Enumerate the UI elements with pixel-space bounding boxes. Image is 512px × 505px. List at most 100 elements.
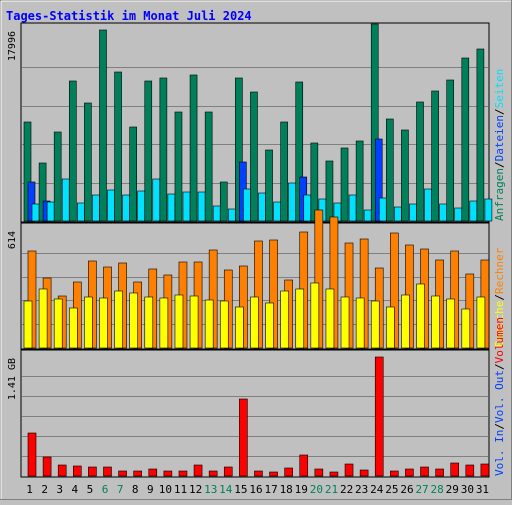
bar-seiten-day-18 xyxy=(288,182,296,222)
bar-volumen-day-28 xyxy=(435,468,444,477)
bar-volumen-day-7 xyxy=(118,470,127,477)
bar-anfragen-day-3 xyxy=(53,131,62,222)
bar-besuche-day-29 xyxy=(446,298,456,349)
bar-besuche-day-16 xyxy=(250,296,259,349)
day-label-13: 13 xyxy=(204,483,217,496)
bar-seiten-day-24 xyxy=(378,197,387,222)
bar-volumen-day-5 xyxy=(88,466,97,477)
bar-anfragen-day-4 xyxy=(68,80,77,222)
day-label-23: 23 xyxy=(355,483,368,496)
day-label-18: 18 xyxy=(280,483,293,496)
bar-seiten-day-12 xyxy=(197,191,206,222)
chart-title: Tages-Statistik im Monat Juli 2024 xyxy=(6,9,252,23)
day-label-19: 19 xyxy=(295,483,308,496)
bar-dateien-day-24 xyxy=(374,138,383,222)
legend-volumen: Volumen xyxy=(493,317,506,363)
bar-volumen-day-24 xyxy=(374,356,384,477)
bar-besuche-day-10 xyxy=(159,297,169,349)
bar-besuche-day-28 xyxy=(431,295,440,349)
bar-seiten-day-3 xyxy=(61,178,70,222)
bar-besuche-day-17 xyxy=(265,302,274,349)
panel-volume-max-label: 1.41 GB xyxy=(7,358,18,400)
bar-besuche-day-7 xyxy=(114,290,123,349)
bar-volumen-day-25 xyxy=(390,470,399,477)
bar-besuche-day-2 xyxy=(38,288,48,349)
bar-anfragen-day-31 xyxy=(476,48,485,222)
bar-seiten-day-9 xyxy=(152,178,161,222)
bar-anfragen-day-8 xyxy=(129,126,137,222)
day-label-20: 20 xyxy=(310,483,323,496)
bar-volumen-day-16 xyxy=(254,470,263,477)
panel-visits-max-label: 614 xyxy=(7,231,18,249)
day-label-5: 5 xyxy=(87,483,94,496)
bar-besuche-day-26 xyxy=(401,294,410,349)
bar-anfragen-day-1 xyxy=(23,121,32,222)
bar-anfragen-day-22 xyxy=(340,147,349,222)
bar-seiten-day-14 xyxy=(227,208,236,222)
bar-anfragen-day-16 xyxy=(250,91,258,222)
day-label-27: 27 xyxy=(415,483,428,496)
bar-besuche-day-12 xyxy=(189,295,199,349)
bar-anfragen-day-21 xyxy=(325,160,334,222)
bar-anfragen-day-30 xyxy=(461,57,470,222)
day-label-29: 29 xyxy=(446,483,459,496)
bar-volumen-day-4 xyxy=(72,465,82,477)
legend-anfragen: Anfragen xyxy=(493,168,506,221)
bar-anfragen-day-14 xyxy=(219,181,228,222)
bar-anfragen-day-20 xyxy=(310,142,319,222)
bar-volumen-day-2 xyxy=(42,456,52,477)
bar-besuche-day-15 xyxy=(235,306,244,349)
bar-anfragen-day-25 xyxy=(386,118,394,222)
bar-seiten-day-4 xyxy=(76,202,85,222)
bar-seiten-day-1 xyxy=(31,203,40,222)
bar-volumen-day-19 xyxy=(299,454,309,477)
day-label-21: 21 xyxy=(325,483,338,496)
bar-volumen-day-14 xyxy=(223,466,233,477)
bar-anfragen-day-23 xyxy=(355,140,364,222)
day-label-26: 26 xyxy=(400,483,413,496)
panel-hits-max-label: 17996 xyxy=(7,31,18,61)
bar-besuche-day-31 xyxy=(476,296,486,349)
legend-seiten: Seiten xyxy=(493,69,506,109)
bar-seiten-day-11 xyxy=(182,191,191,222)
bar-volumen-day-29 xyxy=(450,462,460,477)
bar-volumen-day-26 xyxy=(405,468,414,477)
day-label-9: 9 xyxy=(147,483,154,496)
bar-seiten-day-5 xyxy=(92,194,100,222)
bar-seiten-day-6 xyxy=(107,189,115,222)
bar-seiten-day-27 xyxy=(424,188,432,222)
bar-seiten-day-7 xyxy=(122,194,130,222)
day-label-25: 25 xyxy=(385,483,398,496)
day-label-17: 17 xyxy=(264,483,277,496)
bar-seiten-day-29 xyxy=(454,207,463,222)
day-label-15: 15 xyxy=(234,483,247,496)
bar-seiten-day-30 xyxy=(469,200,478,222)
bar-seiten-day-17 xyxy=(273,201,281,222)
bar-seiten-day-26 xyxy=(409,203,417,222)
bar-seiten-day-15 xyxy=(243,188,251,222)
bar-anfragen-day-29 xyxy=(446,79,455,222)
bar-volumen-day-11 xyxy=(178,470,188,477)
day-label-4: 4 xyxy=(72,483,79,496)
bar-besuche-day-30 xyxy=(461,308,471,349)
bar-besuche-day-21 xyxy=(325,288,335,349)
day-label-3: 3 xyxy=(56,483,63,496)
bar-besuche-day-20 xyxy=(310,282,320,349)
bar-anfragen-day-26 xyxy=(401,129,409,222)
day-label-14: 14 xyxy=(219,483,233,496)
bar-volumen-day-1 xyxy=(27,432,37,477)
bar-besuche-day-22 xyxy=(340,296,350,349)
bar-anfragen-day-24 xyxy=(370,23,379,222)
day-label-11: 11 xyxy=(174,483,187,496)
bar-anfragen-day-15 xyxy=(235,77,243,222)
bar-anfragen-day-19 xyxy=(295,81,304,222)
bar-seiten-day-22 xyxy=(348,194,357,222)
day-label-2: 2 xyxy=(41,483,48,496)
legend-rechner: Rechner xyxy=(493,247,506,294)
bar-seiten-day-10 xyxy=(167,193,176,222)
bar-seiten-day-16 xyxy=(258,192,266,222)
bar-anfragen-day-13 xyxy=(204,111,213,222)
bar-volumen-day-22 xyxy=(344,463,354,477)
day-label-31: 31 xyxy=(476,483,489,496)
